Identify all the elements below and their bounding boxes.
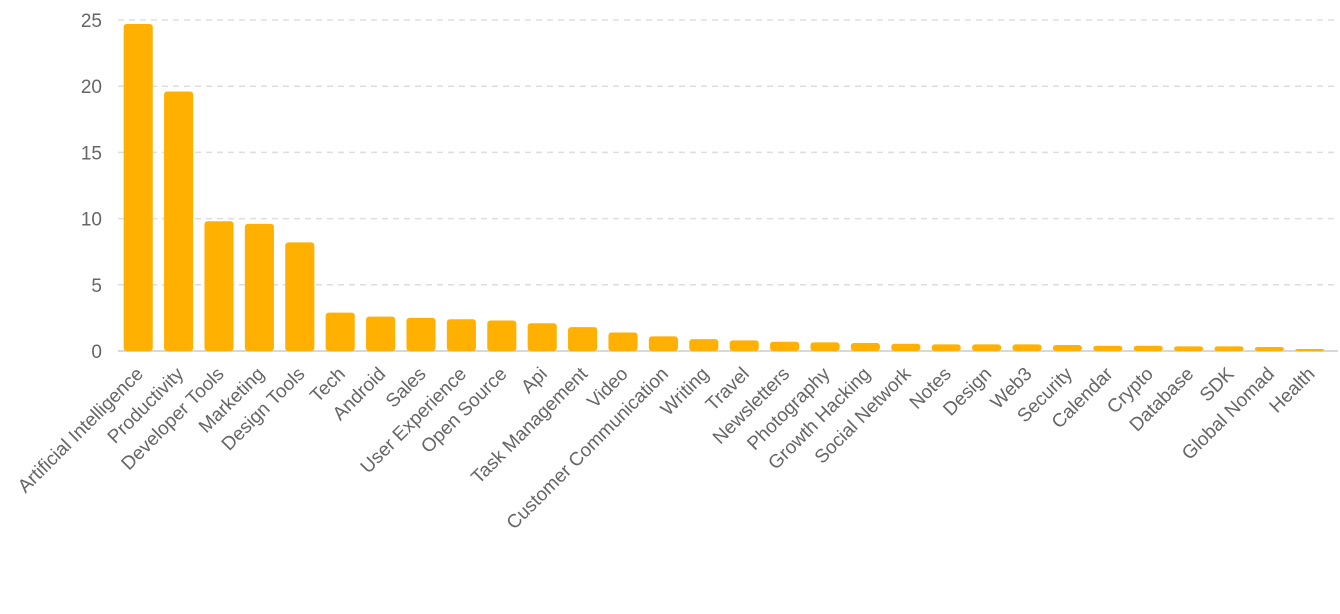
bars — [123, 23, 1325, 352]
bar — [204, 221, 234, 351]
x-tick-label: Health — [1266, 364, 1320, 418]
bar — [1174, 346, 1204, 351]
x-axis-labels: Artificial IntelligenceProductivityDevel… — [14, 363, 1319, 534]
bar — [446, 319, 476, 351]
y-tick-label: 5 — [91, 276, 102, 297]
grid-layer — [118, 19, 1338, 352]
y-axis-ticks: 0 5 10 15 20 25 — [81, 11, 102, 363]
y-tick-label: 25 — [81, 11, 102, 32]
x-tick-label: Api — [517, 364, 551, 398]
bar — [487, 320, 517, 351]
bar — [1214, 346, 1244, 351]
bar — [123, 23, 153, 352]
bar — [244, 223, 274, 351]
y-tick-label: 15 — [81, 143, 102, 164]
bar — [891, 343, 921, 351]
bar — [770, 341, 800, 351]
bar — [729, 340, 759, 351]
y-tick-label: 10 — [81, 210, 102, 231]
bar — [1093, 345, 1123, 351]
bar — [810, 342, 840, 351]
bar — [931, 344, 961, 351]
bar — [164, 91, 194, 351]
bar — [689, 339, 719, 351]
bar — [568, 327, 598, 351]
bar — [1133, 345, 1163, 351]
bar — [1295, 349, 1325, 351]
y-tick-label: 0 — [91, 342, 102, 363]
bar — [285, 242, 315, 351]
bar — [366, 316, 396, 351]
bar — [406, 317, 436, 351]
bar — [325, 312, 355, 351]
bar — [850, 343, 880, 351]
bar — [527, 323, 557, 351]
bar — [1052, 345, 1082, 351]
bar — [648, 336, 678, 351]
y-tick-label: 20 — [81, 77, 102, 98]
bar — [608, 332, 638, 351]
bar — [972, 344, 1002, 351]
bar — [1012, 344, 1042, 351]
bar — [1254, 347, 1284, 351]
